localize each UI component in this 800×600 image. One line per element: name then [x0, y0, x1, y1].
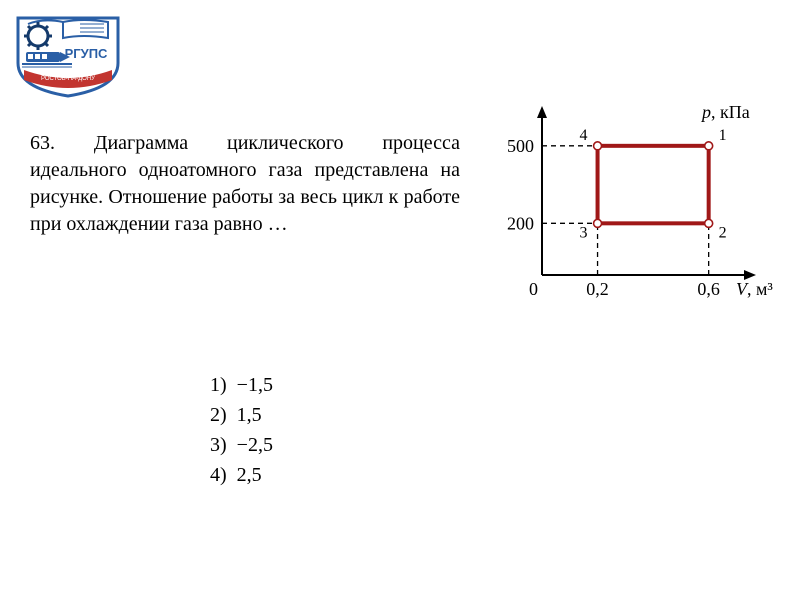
- svg-text:0,2: 0,2: [586, 279, 609, 299]
- svg-text:0: 0: [529, 279, 538, 299]
- svg-text:1: 1: [719, 127, 727, 144]
- institution-logo: РГУПС РОСТОВ-НА-ДОНУ: [8, 8, 128, 98]
- svg-text:200: 200: [507, 213, 534, 233]
- svg-text:4: 4: [580, 127, 588, 144]
- question-text: 63. Диаграмма циклического процесса идеа…: [30, 130, 460, 238]
- svg-text:3: 3: [580, 224, 588, 241]
- logo-text: РГУПС: [65, 46, 108, 61]
- answer-option: 4) 2,5: [210, 460, 273, 490]
- answer-list: 1) −1,5 2) 1,5 3) −2,5 4) 2,5: [210, 370, 273, 490]
- svg-text:2: 2: [719, 224, 727, 241]
- page: РГУПС РОСТОВ-НА-ДОНУ 63. Диаграмма цикли…: [0, 0, 800, 600]
- svg-text:500: 500: [507, 136, 534, 156]
- question-number: 63.: [30, 132, 55, 154]
- pv-diagram: 200 500 0,2 0,6 0 p, кПа V, м³ 4 1 2 3: [490, 100, 780, 310]
- answer-option: 2) 1,5: [210, 400, 273, 430]
- answer-option: 1) −1,5: [210, 370, 273, 400]
- logo-subtext: РОСТОВ-НА-ДОНУ: [41, 76, 95, 82]
- svg-text:0,6: 0,6: [697, 279, 720, 299]
- svg-text:p, кПа: p, кПа: [700, 102, 750, 122]
- question-body: Диаграмма циклического процесса идеально…: [30, 132, 460, 235]
- svg-text:V, м³: V, м³: [736, 279, 773, 299]
- answer-option: 3) −2,5: [210, 430, 273, 460]
